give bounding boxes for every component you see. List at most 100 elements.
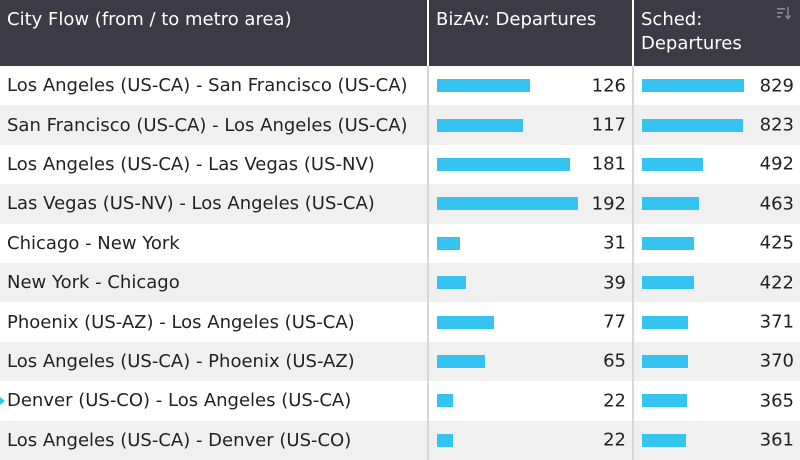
bizav-departures-value: 22 — [603, 390, 626, 412]
city-flow-label: Los Angeles (US-CA) - San Francisco (US-… — [7, 75, 408, 97]
sched-departures-cell: 361 — [632, 420, 800, 460]
column-header-city-flow[interactable]: City Flow (from / to metro area) — [0, 0, 427, 66]
bizav-departures-bar — [437, 315, 494, 329]
table-row[interactable]: Las Vegas (US-NV) - Los Angeles (US-CA) 1… — [0, 184, 800, 224]
sched-departures-cell: 422 — [632, 262, 800, 303]
sched-departures-cell: 370 — [632, 341, 800, 382]
sched-departures-value: 422 — [759, 272, 794, 294]
bizav-departures-bar — [437, 236, 460, 250]
bizav-departures-cell: 39 — [427, 262, 632, 303]
city-flow-cell: Los Angeles (US-CA) - Denver (US-CO) — [0, 421, 427, 460]
bizav-departures-value: 192 — [591, 193, 626, 215]
sched-departures-cell: 425 — [632, 223, 800, 263]
bizav-departures-cell: 65 — [427, 341, 632, 382]
city-flow-label: Los Angeles (US-CA) - Phoenix (US-AZ) — [7, 350, 355, 372]
sched-departures-cell: 823 — [632, 105, 800, 145]
table-row[interactable]: Chicago - New York 31 425 — [0, 223, 800, 263]
sched-departures-bar — [642, 118, 743, 132]
city-flow-cell: Los Angeles (US-CA) - Las Vegas (US-NV) — [0, 145, 427, 184]
bizav-departures-value: 22 — [603, 429, 626, 451]
city-flow-cell: San Francisco (US-CA) - Los Angeles (US-… — [0, 105, 427, 144]
table-row[interactable]: Los Angeles (US-CA) - Phoenix (US-AZ) 65 3… — [0, 341, 800, 382]
bizav-departures-cell: 181 — [427, 144, 632, 185]
sched-departures-value: 361 — [759, 429, 794, 451]
table-row[interactable]: Los Angeles (US-CA) - Denver (US-CO) 22 36… — [0, 420, 800, 460]
bizav-departures-cell: 31 — [427, 223, 632, 263]
city-flow-label: Los Angeles (US-CA) - Denver (US-CO) — [7, 429, 352, 451]
sched-departures-value: 370 — [759, 350, 794, 372]
column-header-label: BizAv: Departures — [436, 9, 597, 30]
sched-departures-bar — [642, 315, 688, 329]
sched-departures-bar — [642, 276, 694, 290]
bizav-departures-bar — [437, 197, 578, 211]
sched-departures-cell: 492 — [632, 144, 800, 185]
column-header-label: Departures — [641, 33, 742, 54]
sched-departures-bar — [642, 236, 694, 250]
sched-departures-cell: 463 — [632, 184, 800, 224]
sched-departures-bar — [642, 354, 688, 368]
bizav-departures-bar — [437, 79, 530, 93]
city-flow-cell: Las Vegas (US-NV) - Los Angeles (US-CA) — [0, 184, 427, 223]
sched-departures-value: 492 — [759, 153, 794, 175]
sched-departures-cell: 365 — [632, 381, 800, 421]
sched-departures-value: 463 — [759, 193, 794, 215]
sched-departures-cell: 829 — [632, 66, 800, 106]
table-row[interactable]: New York - Chicago 39 422 — [0, 262, 800, 303]
bizav-departures-cell: 117 — [427, 105, 632, 145]
city-flow-label: New York - Chicago — [7, 272, 180, 294]
column-header-label: Sched: — [641, 9, 703, 30]
sched-departures-bar — [642, 79, 744, 93]
table-row[interactable]: Phoenix (US-AZ) - Los Angeles (US-CA) 77 3… — [0, 302, 800, 342]
bizav-departures-cell: 126 — [427, 66, 632, 106]
bizav-departures-bar — [437, 276, 466, 290]
city-flow-label: Chicago - New York — [7, 232, 180, 254]
bizav-departures-bar — [437, 433, 453, 447]
sched-departures-value: 371 — [759, 311, 794, 333]
bizav-departures-value: 126 — [591, 75, 626, 97]
sched-departures-cell: 371 — [632, 302, 800, 342]
table-header: City Flow (from / to metro area) BizAv: … — [0, 0, 800, 66]
bizav-departures-value: 31 — [603, 232, 626, 254]
city-flow-cell: Los Angeles (US-CA) - Phoenix (US-AZ) — [0, 342, 427, 381]
bizav-departures-bar — [437, 394, 453, 408]
sort-descending-icon[interactable] — [776, 6, 792, 20]
bizav-departures-value: 77 — [603, 311, 626, 333]
city-flow-label: Denver (US-CO) - Los Angeles (US-CA) — [7, 390, 352, 412]
city-flow-cell: Phoenix (US-AZ) - Los Angeles (US-CA) — [0, 302, 427, 341]
sched-departures-bar — [642, 433, 686, 447]
bizav-departures-value: 117 — [591, 114, 626, 136]
city-flow-cell: New York - Chicago — [0, 263, 427, 302]
sched-departures-value: 829 — [759, 75, 794, 97]
bizav-departures-cell: 77 — [427, 302, 632, 342]
bizav-departures-bar — [437, 118, 523, 132]
sched-departures-bar — [642, 157, 703, 171]
table-row[interactable]: Los Angeles (US-CA) - San Francisco (US-… — [0, 66, 800, 106]
sched-departures-value: 365 — [759, 390, 794, 412]
table-row[interactable]: Denver (US-CO) - Los Angeles (US-CA) 22 36… — [0, 381, 800, 421]
city-flow-cell: Los Angeles (US-CA) - San Francisco (US-… — [0, 66, 427, 105]
city-flow-label: San Francisco (US-CA) - Los Angeles (US-… — [7, 114, 408, 136]
sched-departures-value: 823 — [759, 114, 794, 136]
city-flow-label: Phoenix (US-AZ) - Los Angeles (US-CA) — [7, 311, 355, 333]
bizav-departures-cell: 192 — [427, 184, 632, 224]
bizav-departures-value: 181 — [591, 153, 626, 175]
column-header-label: City Flow (from / to metro area) — [7, 9, 292, 30]
row-pointer-icon — [0, 396, 5, 405]
sched-departures-bar — [642, 197, 699, 211]
column-header-sched-departures[interactable]: Sched: Departures — [632, 0, 800, 66]
table-body: Los Angeles (US-CA) - San Francisco (US-… — [0, 66, 800, 460]
bizav-departures-cell: 22 — [427, 420, 632, 460]
table-row[interactable]: San Francisco (US-CA) - Los Angeles (US-… — [0, 105, 800, 145]
city-flow-cell: Chicago - New York — [0, 224, 427, 263]
bizav-departures-value: 39 — [603, 272, 626, 294]
city-flow-cell: Denver (US-CO) - Los Angeles (US-CA) — [0, 381, 427, 420]
column-header-bizav-departures[interactable]: BizAv: Departures — [427, 0, 632, 66]
table-row[interactable]: Los Angeles (US-CA) - Las Vegas (US-NV) 1… — [0, 144, 800, 185]
city-flow-label: Los Angeles (US-CA) - Las Vegas (US-NV) — [7, 153, 375, 175]
sched-departures-value: 425 — [759, 232, 794, 254]
bizav-departures-cell: 22 — [427, 381, 632, 421]
bizav-departures-bar — [437, 354, 485, 368]
city-flow-label: Las Vegas (US-NV) - Los Angeles (US-CA) — [7, 193, 375, 215]
bizav-departures-value: 65 — [603, 350, 626, 372]
